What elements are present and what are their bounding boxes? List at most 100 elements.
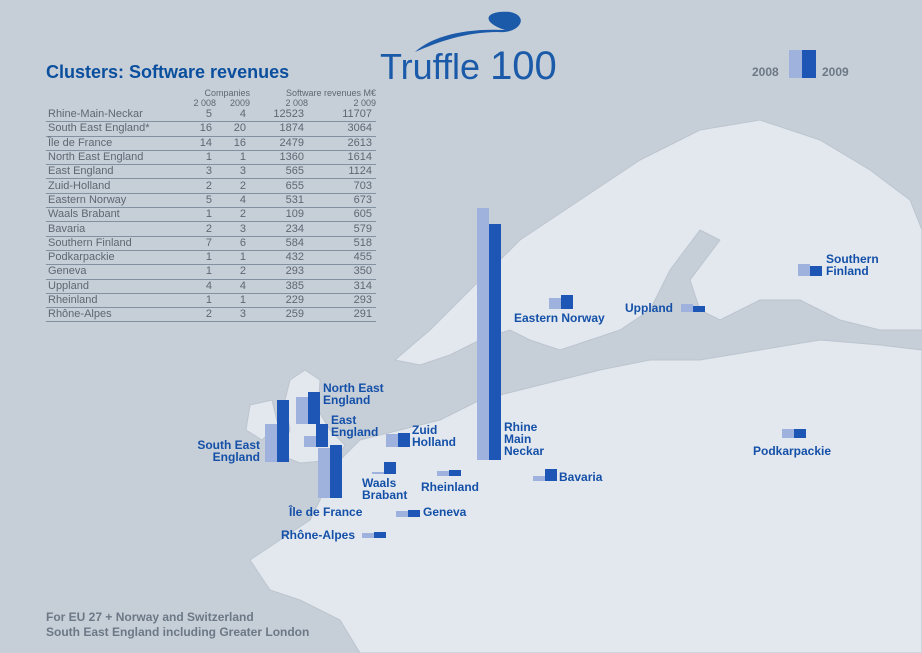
cell-c2008: 16 <box>184 121 216 137</box>
cell-name: Rhine-Main-Neckar <box>46 108 184 123</box>
label-rheinland: Rheinland <box>421 480 480 494</box>
bar-podkarpackie-2009 <box>794 428 806 438</box>
bar-geneva-2009 <box>408 509 420 517</box>
cell-c2009: 2 <box>216 207 250 223</box>
cell-c2009: 6 <box>216 236 250 251</box>
cell-r2009: 455 <box>308 250 376 266</box>
cell-r2009: 350 <box>308 264 376 280</box>
cell-r2009: 293 <box>308 293 376 309</box>
bar-uppland-2009 <box>693 305 705 312</box>
cell-r2009: 291 <box>308 307 376 323</box>
table-row: Uppland 4 4 385 314 <box>46 279 376 294</box>
label-uppland: Uppland <box>625 301 673 315</box>
bar-southern-finland-2008 <box>798 264 810 276</box>
cell-r2008: 259 <box>250 307 308 323</box>
header-revenues-2008: 2 008 <box>285 98 308 108</box>
bar-north-east-england-2009 <box>308 391 320 424</box>
cell-r2009: 703 <box>308 178 376 194</box>
cell-name: Southern Finland <box>46 236 184 251</box>
cell-r2009: 11707 <box>308 108 376 123</box>
cell-r2009: 518 <box>308 236 376 251</box>
label-north-east-england: North East England <box>323 381 384 407</box>
cell-name: Rhône-Alpes <box>46 307 184 323</box>
table-row: Podkarpackie 1 1 432 455 <box>46 250 376 266</box>
cell-name: North East England <box>46 150 184 166</box>
table-row: Bavaria 2 3 234 579 <box>46 221 376 237</box>
legend-bar-2009 <box>802 50 816 78</box>
cell-name: Île de France <box>46 136 184 151</box>
cell-c2009: 4 <box>216 279 250 294</box>
bar-geneva-2008 <box>396 511 408 517</box>
label-rhone-alpes: Rhône-Alpes <box>281 528 356 542</box>
bar-uppland-2008 <box>681 304 693 312</box>
clusters-table: Companies Software revenues M€ 2 008 200… <box>46 88 376 323</box>
cell-name: Rheinland <box>46 293 184 309</box>
table-row: Southern Finland 7 6 584 518 <box>46 236 376 251</box>
cell-r2008: 234 <box>250 221 308 237</box>
cell-c2009: 20 <box>216 121 250 137</box>
cell-c2009: 2 <box>216 264 250 280</box>
cell-c2009: 16 <box>216 136 250 151</box>
legend-bar-2008 <box>789 50 802 78</box>
cell-c2008: 7 <box>184 236 216 251</box>
label-ile-de-france: Île de France <box>289 505 363 519</box>
cell-r2009: 605 <box>308 207 376 223</box>
bar-bavaria-2008 <box>533 476 545 481</box>
label-bavaria: Bavaria <box>559 470 603 484</box>
bar-le-de-france-2009 <box>330 445 342 498</box>
bar-rheinland-2009 <box>449 470 461 476</box>
cell-r2008: 432 <box>250 250 308 266</box>
cell-name: Zuid-Holland <box>46 178 184 194</box>
bar-waals-brabant-2009 <box>384 461 396 474</box>
footnote-se-england: South East England including Greater Lon… <box>46 625 310 639</box>
cell-c2009: 4 <box>216 193 250 209</box>
bar-eastern-norway-2008 <box>549 298 561 309</box>
label-geneva: Geneva <box>423 505 467 519</box>
cell-c2008: 14 <box>184 136 216 151</box>
bar-waals-brabant-2008 <box>372 471 384 474</box>
table-row: Île de France 14 16 2479 2613 <box>46 136 376 151</box>
cell-r2009: 1124 <box>308 164 376 180</box>
table-row: East England 3 3 565 1124 <box>46 164 376 180</box>
cell-name: Geneva <box>46 264 184 280</box>
cell-c2009: 3 <box>216 221 250 237</box>
truffle-swoosh-icon <box>415 11 521 52</box>
land-continent <box>249 339 922 653</box>
cell-c2008: 2 <box>184 178 216 194</box>
header-companies: Companies <box>204 88 250 98</box>
cell-c2008: 1 <box>184 264 216 280</box>
header-revenues: Software revenues M€ <box>285 88 376 98</box>
header-revenues-2009: 2 009 <box>353 98 376 108</box>
cell-r2009: 579 <box>308 221 376 237</box>
label-eastern-norway: Eastern Norway <box>514 311 605 325</box>
cell-r2008: 1874 <box>250 121 308 137</box>
label-zuid-holland: Zuid Holland <box>412 423 456 449</box>
bar-bavaria-2009 <box>545 469 557 481</box>
header-companies-2008: 2 008 <box>193 98 216 108</box>
cell-name: South East England* <box>46 121 184 137</box>
cell-c2009: 3 <box>216 307 250 323</box>
cell-r2009: 2613 <box>308 136 376 151</box>
cell-r2008: 229 <box>250 293 308 309</box>
table-row: Zuid-Holland 2 2 655 703 <box>46 178 376 194</box>
label-east-england: East England <box>331 413 379 439</box>
table-row: Eastern Norway 5 4 531 673 <box>46 193 376 209</box>
label-waals-brabant: Waals Brabant <box>362 476 408 502</box>
cell-c2008: 5 <box>184 108 216 123</box>
bar-eastern-norway-2009 <box>561 295 573 309</box>
cell-c2009: 1 <box>216 250 250 266</box>
cell-c2008: 2 <box>184 221 216 237</box>
cell-name: Waals Brabant <box>46 207 184 223</box>
cell-c2009: 1 <box>216 150 250 166</box>
cell-c2008: 3 <box>184 164 216 180</box>
table-row: Rhine-Main-Neckar 5 4 12523 11707 <box>46 108 376 123</box>
bar-southern-finland-2009 <box>810 265 822 276</box>
cell-r2008: 2479 <box>250 136 308 151</box>
cell-name: Bavaria <box>46 221 184 237</box>
cell-c2009: 1 <box>216 293 250 309</box>
bar-zuid-holland-2009 <box>398 432 410 447</box>
cell-name: Uppland <box>46 279 184 294</box>
land-scandinavia <box>393 119 922 366</box>
bar-south-east-england-2009 <box>277 400 289 462</box>
